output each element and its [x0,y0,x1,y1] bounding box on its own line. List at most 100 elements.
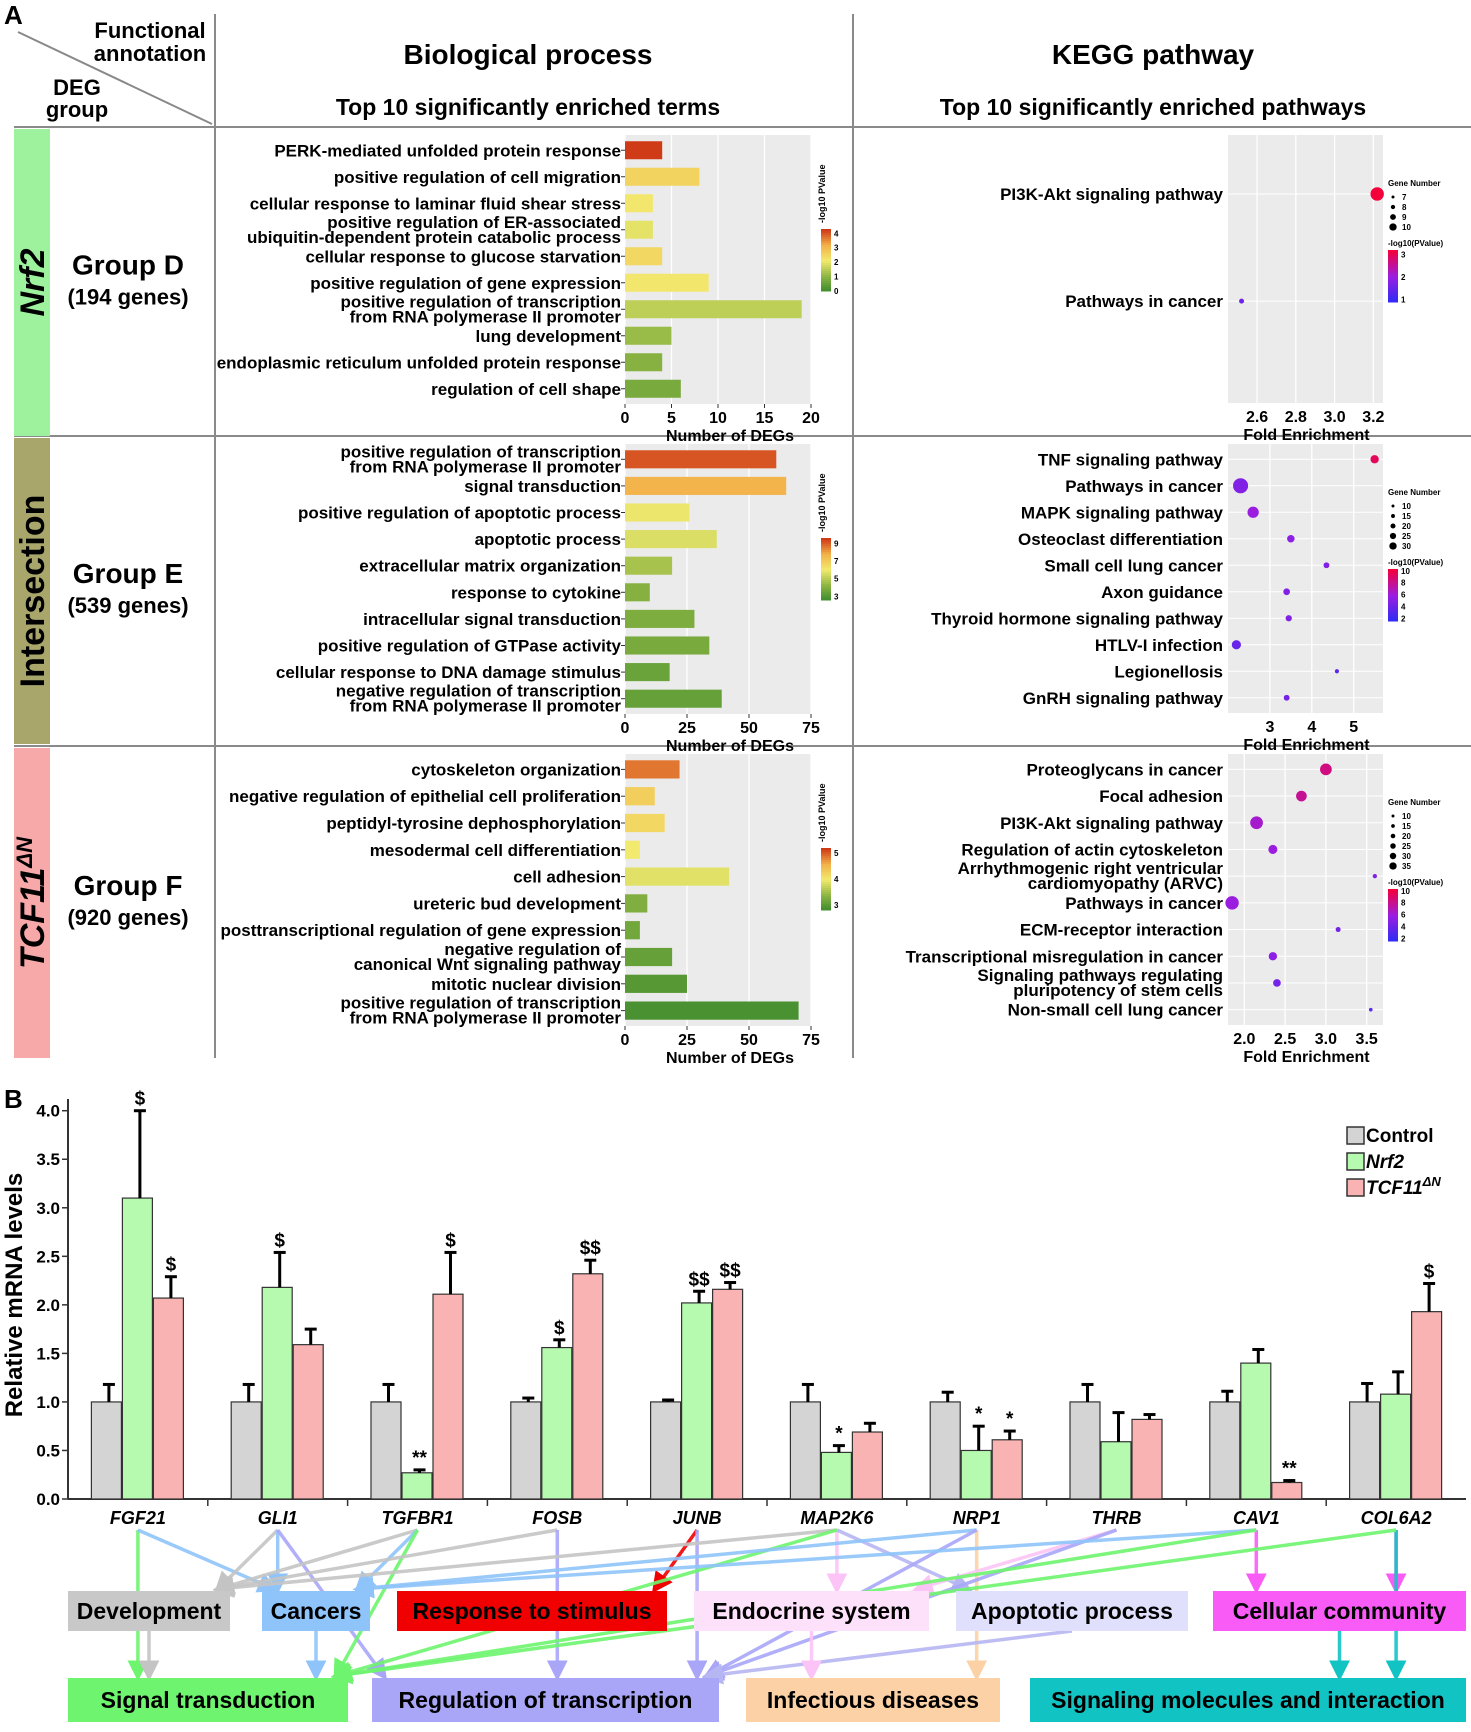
row-color-strip [14,748,50,1058]
kegg-x-tick-label: 3.0 [1323,409,1345,426]
significance-mark: * [975,1404,983,1425]
kegg-legend-color-step [1388,937,1398,940]
bp-bar [625,556,673,575]
bp-x-tick-label: 5 [667,410,676,427]
bp-legend-color-step [821,578,831,581]
kegg-x-axis-title: Fold Enrichment [1243,427,1370,444]
bp-legend-tick: 4 [834,875,839,884]
expression-bar [90,1401,123,1500]
kegg-legend-colorbar [1388,569,1398,622]
significance-mark: $ [554,1318,565,1339]
kegg-legend-color-step [1388,903,1398,906]
kegg-size-legend-label: 15 [1402,822,1411,831]
bp-bar [625,247,663,266]
kegg-x-tick-label: 3.5 [1356,1031,1378,1048]
bp-legend-color-step [821,267,831,270]
bp-legend-color-step [821,556,831,559]
corner-bottom-text: group [46,97,108,122]
bp-legend-color-step [821,255,831,258]
bp-bar [625,689,722,708]
bp-legend-color-step [821,852,831,855]
gene-label: GLI1 [258,1508,298,1528]
y-tick-label: 3.0 [36,1199,60,1218]
annotation-arrow [212,1528,558,1597]
bp-legend-color-step [821,866,831,869]
bp-x-tick-label: 20 [802,410,820,427]
kegg-legend-color-step [1388,262,1398,265]
bp-legend-color-step [821,289,831,292]
bp-bar [625,974,687,993]
legend-swatch [1346,1152,1365,1171]
kegg-pathway-label: Thyroid hormone signaling pathway [931,609,1223,628]
bp-term-label: endoplasmic reticulum unfolded protein r… [217,353,621,372]
kegg-legend-color-step [1388,917,1398,920]
bp-legend-color-step [821,902,831,905]
kegg-legend-color-step [1388,256,1398,259]
kegg-size-legend-title: Gene Number [1388,179,1440,188]
bp-legend-color-step [821,548,831,551]
row-name-label: Intersection [14,495,52,688]
bp-bar [625,921,640,940]
kegg-legend-color-step [1388,603,1398,606]
category-box-infectious-diseases [746,1678,1000,1722]
bp-bar [625,167,700,186]
kegg-legend-color-step [1388,589,1398,592]
bp-legend-color-step [821,263,831,266]
kegg-legend-color-step [1388,897,1398,900]
kegg-size-legend-dot [1389,862,1397,870]
bp-legend-color-step [821,542,831,545]
kegg-legend-color-step [1388,939,1398,942]
kegg-legend-color-step [1388,274,1398,277]
category-label-development: Development [77,1598,222,1624]
bp-legend-color-step [821,554,831,557]
kegg-legend-color-step [1388,593,1398,596]
bp-legend-color-step [821,878,831,881]
bp-legend-color-step [821,257,831,260]
expression-bar [680,1302,713,1500]
kegg-color-legend-tick: 3 [1401,251,1406,260]
bp-bar [625,450,777,469]
bp-legend-color-step [821,245,831,248]
category-box-regulation-of-transcription [372,1678,719,1722]
annotation-arrow [333,1529,420,1681]
bp-bar [625,476,787,495]
kegg-dot [1334,669,1339,674]
bp-legend-color-step [821,253,831,256]
bp-term-label: from RNA polymerase II promoter [350,457,622,476]
kegg-pathway-label: Transcriptional misregulation in cancer [906,947,1224,966]
kegg-pathway-label: HTLV-I infection [1095,636,1223,655]
kegg-legend-color-step [1388,258,1398,261]
gene-label: JUNB [673,1508,722,1528]
bp-bar [625,300,802,319]
bp-bar [625,947,673,967]
expression-bar [1209,1401,1241,1500]
kegg-legend-color-step [1388,264,1398,267]
group-gene-count: (920 genes) [67,905,188,930]
bp-term-label: apoptotic process [475,530,621,549]
kegg-size-legend-label: 20 [1402,832,1411,841]
kegg-size-legend-dot [1391,824,1395,828]
bp-term-label: positive regulation of GTPase activity [318,637,622,656]
annotation-arrow [352,1528,977,1598]
expression-bar [510,1401,542,1500]
category-label-response-to-stimulus: Response to stimulus [413,1598,652,1624]
bp-legend-color-step [821,856,831,859]
bp-term-label: negative regulation of transcription [336,682,621,701]
kegg-plot-background [1228,444,1383,713]
bp-legend-color-step [821,281,831,284]
bp-term-label: mesodermal cell differentiation [370,841,621,860]
kegg-dot [1372,873,1378,879]
bp-legend-color-step [821,580,831,583]
group-gene-count: (194 genes) [67,285,188,310]
kegg-legend-color-step [1388,270,1398,273]
significance-mark: $$ [580,1238,602,1259]
kegg-legend-color-step [1388,895,1398,898]
bp-legend-color-step [821,900,831,903]
bp-legend-color-step [821,906,831,909]
kegg-legend-color-step [1388,925,1398,928]
expression-bar [541,1346,573,1500]
bp-legend-color-step [821,884,831,887]
kegg-pathway-label: cardiomyopathy (ARVC) [1028,874,1223,893]
bp-legend-color-step [821,870,831,873]
